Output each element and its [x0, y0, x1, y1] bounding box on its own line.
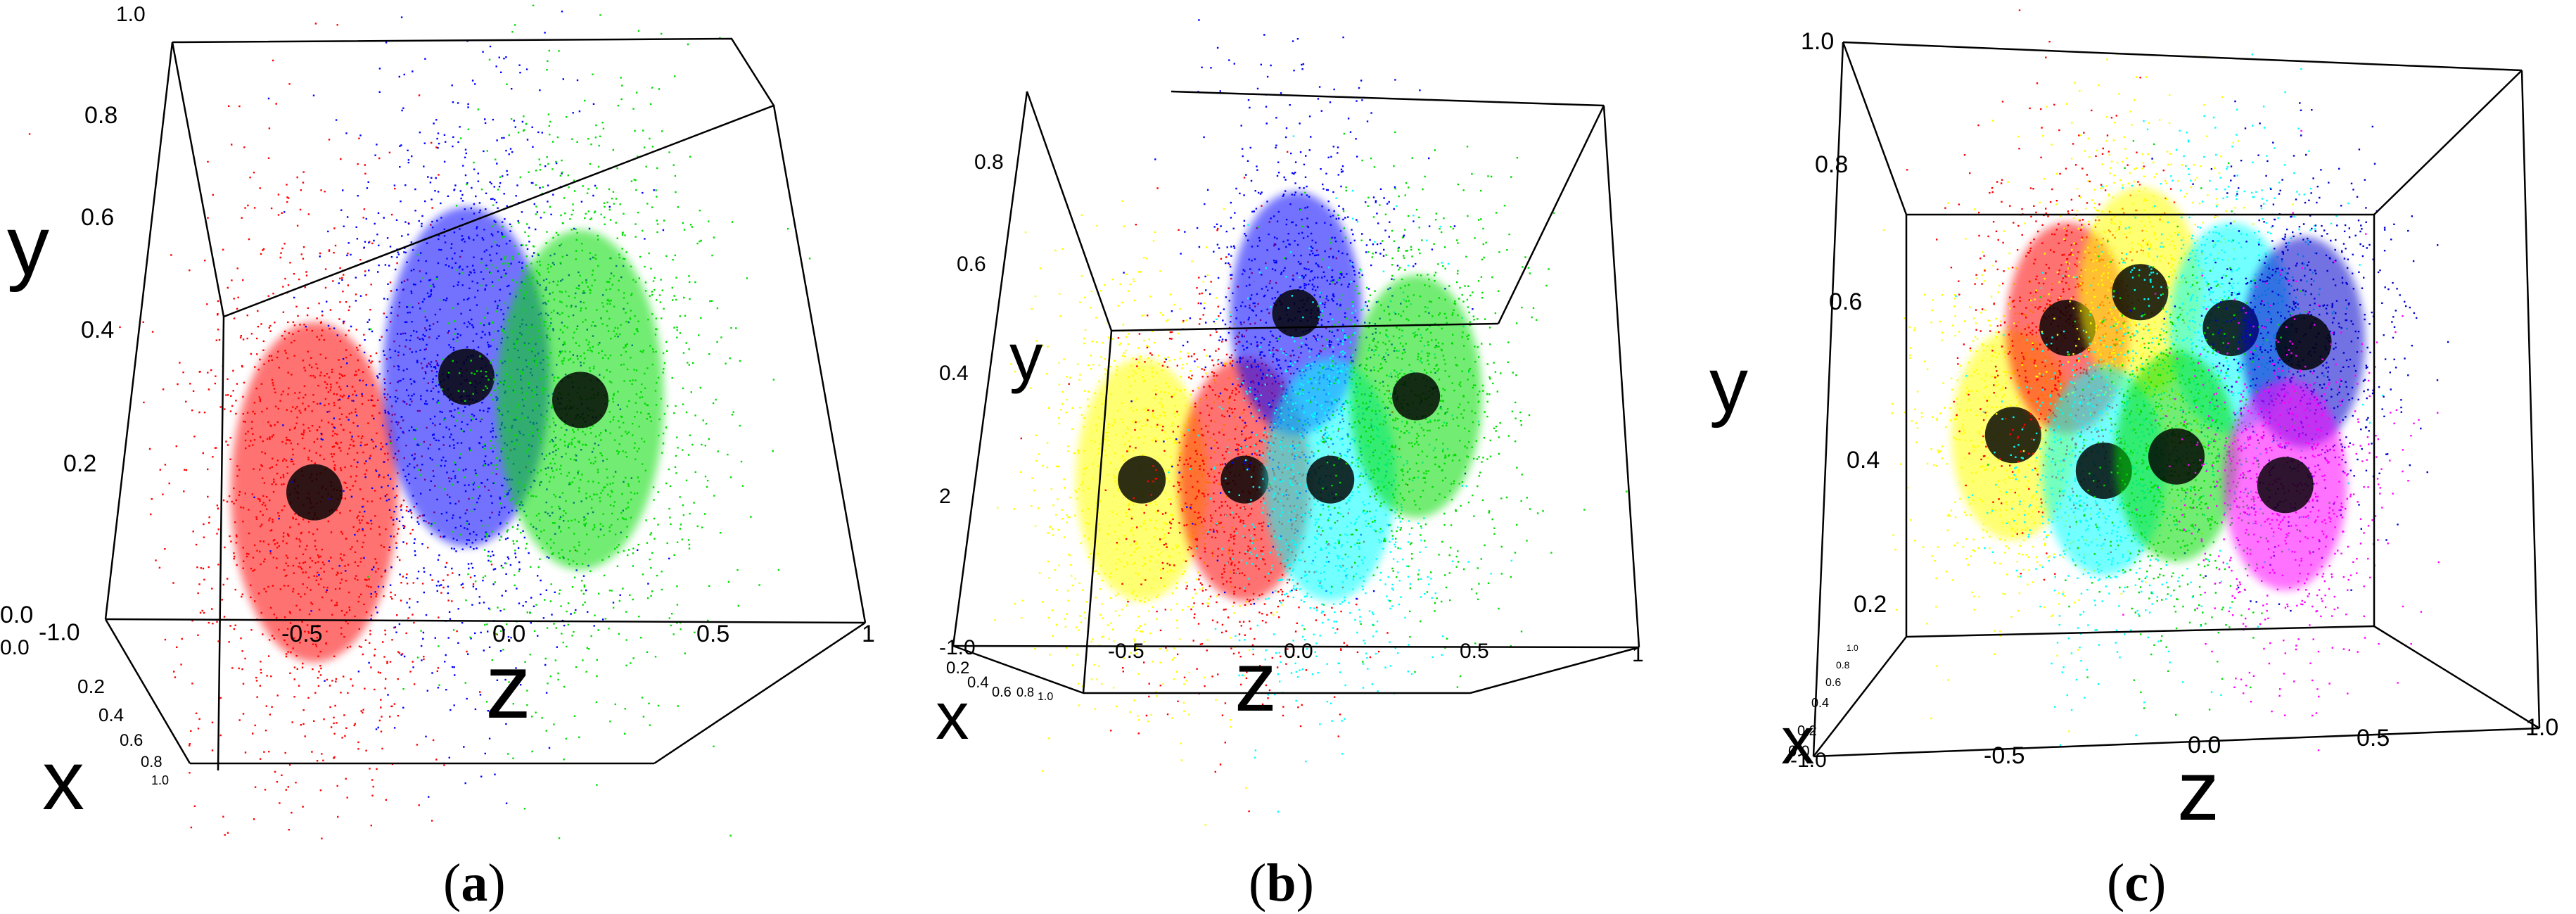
a-z-tick-2: 0.0 — [492, 621, 525, 647]
b-x-tick-1: 0.4 — [967, 673, 989, 691]
panel-a-z-ticks: -1.0 -0.5 0.0 0.5 1 — [39, 619, 875, 647]
panel-b-point-clouds — [994, 19, 1628, 826]
b-z-tick-0: -1.0 — [939, 636, 976, 659]
centroid-b-2 — [1272, 289, 1320, 338]
b-y-axis-letter: y — [1009, 320, 1043, 395]
a-y-tick-3: 0.4 — [81, 317, 114, 343]
b-caption: (b) — [1249, 853, 1314, 913]
c-x-tick-0: 0.0 — [1788, 742, 1810, 760]
centroid-b-4 — [1392, 372, 1441, 421]
b-y-tick-2: 0.4 — [939, 362, 969, 385]
c-x-tick-3: 0.6 — [1825, 677, 1841, 689]
a-x-tick-5: 1.0 — [151, 773, 169, 787]
a-x-tick-1: 0.2 — [77, 675, 105, 697]
panel-a: 1.0 0.8 0.6 0.4 0.2 0.0 -1.0 -0.5 0.0 0.… — [0, 3, 875, 913]
centroid-c-4 — [2275, 314, 2332, 371]
a-x-tick-2: 0.4 — [98, 704, 124, 725]
c-z-tick-2: 0.0 — [2188, 732, 2221, 759]
b-x-tick-2: 0.6 — [992, 685, 1012, 700]
panel-a-x-ticks: 0.0 0.2 0.4 0.6 0.8 1.0 — [0, 636, 169, 787]
b-z-tick-3: 0.5 — [1460, 640, 1489, 663]
cluster-c-7 — [2122, 129, 2440, 751]
c-z-axis-letter: z — [2177, 744, 2219, 838]
cluster-b-0 — [994, 200, 1305, 826]
centroid-b-1 — [1220, 455, 1269, 504]
panel-c-y-ticks: 1.0 0.8 0.6 0.4 0.2 — [1801, 28, 1887, 618]
c-z-tick-4: 1.0 — [2525, 714, 2558, 741]
b-y-tick-0: 0.8 — [974, 151, 1004, 174]
centroid-a-1 — [438, 348, 495, 405]
panel-b-z-ticks: -1.0 -0.5 0.0 0.5 1 — [939, 636, 1644, 666]
c-x-tick-2: 0.4 — [1811, 696, 1829, 710]
b-z-axis-letter: z — [1235, 635, 1277, 729]
cluster-b-4 — [1257, 131, 1628, 688]
panel-b-y-ticks: 0.8 0.6 0.4 2 — [939, 151, 1004, 508]
cluster-a-0 — [28, 23, 577, 839]
c-y-tick-3: 0.4 — [1847, 447, 1880, 474]
panel-a-y-ticks: 1.0 0.8 0.6 0.4 0.2 0.0 — [0, 3, 146, 628]
b-z-tick-1: -0.5 — [1108, 640, 1144, 663]
panel-c: 1.0 0.8 0.6 0.4 0.2 -1.0 -0.5 0.0 0.5 1.… — [1709, 9, 2558, 913]
centroid-a-2 — [552, 372, 608, 429]
panel-b-bounding-box — [952, 90, 1640, 694]
centroid-a-0 — [286, 464, 343, 521]
a-x-tick-3: 0.6 — [120, 731, 143, 750]
c-y-tick-0: 1.0 — [1801, 28, 1834, 55]
cluster-a-2 — [367, 4, 811, 839]
a-z-tick-4: 1 — [862, 621, 875, 647]
a-y-tick-2: 0.6 — [81, 204, 114, 231]
centroid-c-2 — [2112, 264, 2169, 321]
b-x-tick-3: 0.8 — [1016, 685, 1034, 699]
panel-c-z-ticks: -1.0 -0.5 0.0 0.5 1.0 — [1790, 714, 2558, 772]
panel-c-x-ticks: 0.0 0.2 0.4 0.6 0.8 1.0 — [1788, 643, 1858, 760]
panel-b-x-ticks: 0.2 0.4 0.6 0.8 1.0 — [946, 659, 1053, 703]
panel-c-bounding-box — [1812, 41, 2541, 758]
b-z-tick-4: 1 — [1632, 643, 1644, 666]
a-y-tick-4: 0.2 — [63, 450, 96, 477]
b-z-tick-2: 0.0 — [1284, 640, 1313, 663]
c-y-axis-letter: y — [1709, 342, 1748, 429]
b-x-tick-0: 0.2 — [946, 659, 969, 678]
a-y-tick-5: 0.0 — [0, 602, 33, 628]
cluster-c-6 — [1987, 140, 2330, 753]
b-x-axis-letter: x — [936, 679, 969, 754]
panel-c-point-clouds — [1882, 9, 2449, 753]
centroid-b-3 — [1306, 455, 1355, 504]
a-z-tick-1: -0.5 — [281, 621, 323, 647]
centroid-c-0 — [1984, 407, 2041, 464]
c-y-tick-1: 0.8 — [1815, 151, 1848, 178]
a-x-axis-letter: x — [42, 733, 84, 827]
centroid-c-6 — [2148, 428, 2205, 485]
c-caption: (c) — [2107, 853, 2166, 913]
a-y-tick-1: 0.8 — [84, 102, 117, 129]
panel-a-bounding-box — [104, 37, 867, 771]
a-z-axis-letter: z — [485, 635, 531, 737]
a-z-tick-0: -1.0 — [39, 619, 80, 646]
c-y-tick-2: 0.6 — [1829, 288, 1862, 315]
a-caption: (a) — [443, 853, 506, 913]
b-y-tick-3: 2 — [939, 485, 951, 508]
c-x-tick-4: 0.8 — [1836, 659, 1850, 671]
panel-a-point-clouds — [28, 4, 811, 839]
c-z-tick-0: -1.0 — [1790, 749, 1827, 772]
centroid-b-0 — [1118, 455, 1166, 504]
c-z-tick-1: -0.5 — [1984, 742, 2025, 769]
b-y-tick-1: 0.6 — [957, 253, 986, 276]
a-x-tick-0: 0.0 — [0, 636, 30, 659]
a-y-axis-letter: y — [7, 198, 49, 293]
centroid-c-7 — [2257, 457, 2314, 514]
c-y-tick-4: 0.2 — [1854, 591, 1887, 618]
a-z-tick-3: 0.5 — [696, 621, 729, 647]
c-x-tick-5: 1.0 — [1847, 643, 1858, 653]
panel-b: 0.8 0.6 0.4 2 -1.0 -0.5 0.0 0.5 1 0.2 0.… — [936, 19, 1644, 913]
b-x-tick-4: 1.0 — [1038, 691, 1053, 703]
c-x-axis-letter: x — [1781, 704, 1815, 778]
c-z-tick-3: 0.5 — [2357, 725, 2390, 751]
c-x-tick-1: 0.2 — [1797, 723, 1817, 739]
a-x-tick-4: 0.8 — [141, 753, 162, 770]
a-y-tick-0: 1.0 — [116, 3, 146, 26]
